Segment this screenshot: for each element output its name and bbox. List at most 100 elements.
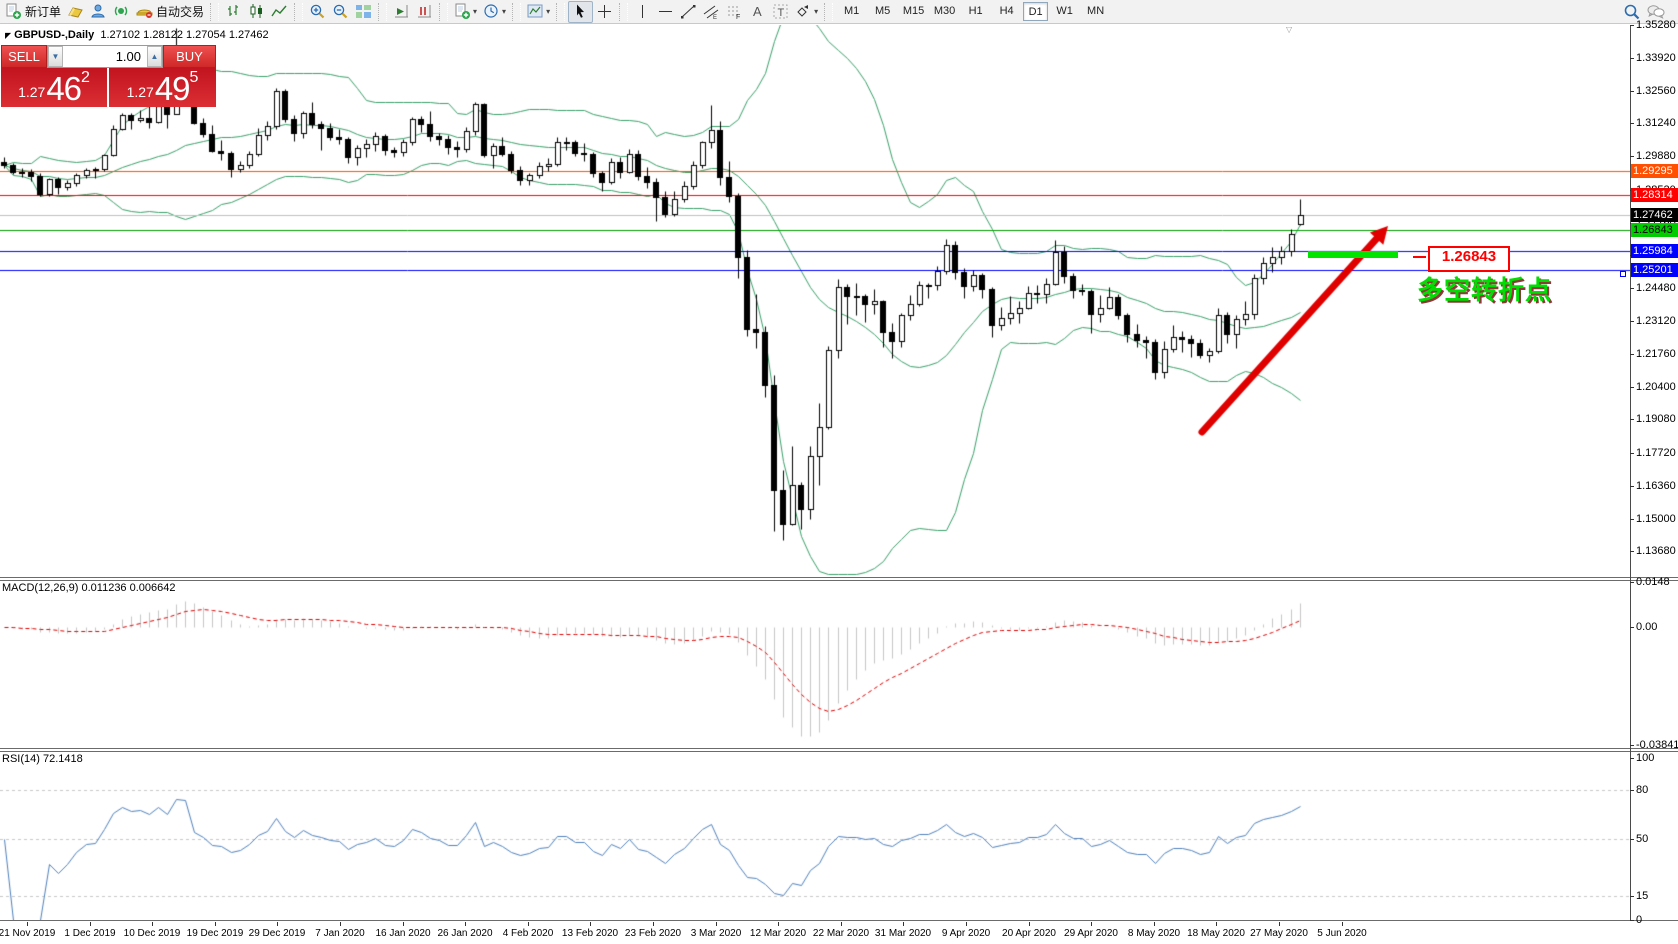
shapes-button[interactable]: ▾ — [792, 1, 821, 23]
fibo-button[interactable]: F — [723, 1, 746, 23]
time-axis-tick — [903, 922, 904, 926]
channel-button[interactable]: E — [700, 1, 723, 23]
chevron-down-icon[interactable]: ▾ — [546, 7, 551, 16]
line-chart-button[interactable] — [268, 1, 291, 23]
candles-icon — [248, 3, 265, 20]
indicators-button[interactable]: ▾ — [451, 1, 480, 23]
date-label: 4 Feb 2020 — [502, 928, 554, 939]
date-label: 16 Jan 2020 — [375, 928, 431, 939]
cursor-button[interactable] — [568, 0, 594, 23]
zoom-in-icon — [309, 3, 326, 20]
volume-value[interactable]: 1.00 — [115, 49, 141, 64]
date-label: 13 Feb 2020 — [561, 928, 619, 939]
timeframe-m15-button[interactable]: M15 — [902, 5, 925, 17]
time-axis-tick — [778, 922, 779, 926]
timeframe-m1-button[interactable]: M1 — [843, 5, 860, 17]
timeframe-h4-button[interactable]: H4 — [999, 5, 1014, 17]
timeframe-m5-button[interactable]: M5 — [874, 5, 891, 17]
chevron-down-icon[interactable]: ▾ — [473, 7, 478, 16]
rsi-axis-tick — [1630, 758, 1634, 759]
macd-axis-label: 0.00 — [1636, 621, 1658, 633]
text-button[interactable]: A — [746, 1, 769, 23]
rsi-axis-tick — [1630, 839, 1634, 840]
zoom-in-button[interactable] — [306, 1, 329, 23]
shift-icon — [416, 3, 433, 20]
time-axis-tick — [841, 922, 842, 926]
volume-decrease-button[interactable]: ▼ — [48, 46, 63, 67]
svg-text:E: E — [713, 15, 717, 20]
bars-icon — [225, 3, 242, 20]
gold-icon — [67, 3, 84, 20]
tile-windows-button[interactable] — [352, 1, 375, 23]
buy-button[interactable]: BUY — [163, 45, 216, 68]
line-selection-handle[interactable] — [1620, 271, 1626, 277]
trendline-button[interactable] — [677, 1, 700, 23]
sell-button[interactable]: SELL — [1, 45, 47, 68]
chart-shift-marker[interactable]: ▽ — [1286, 25, 1293, 34]
time-axis-tick — [1342, 922, 1343, 926]
trend-icon — [680, 3, 697, 20]
timeframe-mn-button[interactable]: MN — [1087, 5, 1105, 17]
panel-separator[interactable] — [0, 751, 1678, 752]
community-button[interactable] — [87, 1, 110, 23]
level-price-label-object[interactable]: 1.26843 — [1428, 246, 1510, 272]
signals-button[interactable] — [110, 1, 133, 23]
turning-point-text-object[interactable]: 多空转折点 — [1417, 275, 1553, 305]
volume-stepper[interactable]: ▼ 1.00 ▲ — [47, 45, 163, 68]
templates-button[interactable]: ▾ — [524, 1, 553, 23]
hat-icon — [136, 3, 153, 20]
search-icon[interactable] — [1620, 1, 1644, 23]
chart-shift-button[interactable] — [413, 1, 436, 23]
price-axis-tick — [1630, 91, 1634, 92]
autotrading-button[interactable]: 自动交易 — [133, 1, 207, 23]
panel-separator[interactable] — [0, 748, 1678, 749]
svg-text:F: F — [736, 14, 740, 20]
price-axis-tick-label: 1.31240 — [1636, 117, 1676, 129]
buy-price[interactable]: 1.27 49 5 — [109, 68, 216, 107]
timeframe-h1-button[interactable]: H1 — [968, 5, 983, 17]
ohlc-values: 1.27102 1.28122 1.27054 1.27462 — [100, 29, 269, 41]
periods-button[interactable]: ▾ — [480, 1, 509, 23]
zoom-out-button[interactable] — [329, 1, 352, 23]
auto-scroll-button[interactable] — [390, 1, 413, 23]
macd-axis-tick — [1630, 745, 1634, 746]
hline-icon — [657, 3, 674, 20]
level-axis-label-1.26843: 1.26843 — [1631, 223, 1678, 237]
bars-chart-button[interactable] — [222, 1, 245, 23]
rsi-label: RSI(14) 72.1418 — [2, 753, 83, 765]
instruments-button[interactable] — [64, 1, 87, 23]
candles-chart-button[interactable] — [245, 1, 268, 23]
timeframe-m30-button[interactable]: M30 — [933, 5, 956, 17]
label-button[interactable]: T — [769, 1, 792, 23]
highlight-bar-object[interactable] — [1308, 251, 1398, 258]
new-order-button[interactable]: 新订单 — [2, 1, 64, 23]
time-axis-tick — [215, 922, 216, 926]
chat-icon[interactable] — [1644, 1, 1668, 23]
macd-axis-label: -0.038415 — [1636, 739, 1678, 751]
macd-canvas[interactable] — [0, 581, 1630, 748]
panel-separator[interactable] — [0, 577, 1678, 578]
panel-separator[interactable] — [0, 580, 1678, 581]
clock-icon — [483, 3, 500, 20]
chart-window: ◤ GBPUSD-,Daily 1.27102 1.28122 1.27054 1… — [0, 19, 1678, 944]
volume-increase-button[interactable]: ▲ — [147, 46, 162, 67]
crosshair-button[interactable] — [593, 1, 616, 23]
person-blue-icon — [90, 3, 107, 20]
timeframe-d1-button[interactable]: D1 — [1023, 2, 1049, 21]
date-label: 19 Dec 2019 — [186, 928, 244, 939]
sell-price[interactable]: 1.27 46 2 — [1, 68, 107, 107]
main-chart-canvas[interactable] — [0, 25, 1630, 577]
price-axis-tick — [1630, 288, 1634, 289]
toolbar-separator — [556, 2, 566, 21]
chevron-down-icon[interactable]: ▾ — [502, 7, 507, 16]
date-label: 20 Apr 2020 — [1002, 928, 1056, 939]
price-axis-tick-label: 1.15000 — [1636, 513, 1676, 525]
price-axis-tick-label: 1.16360 — [1636, 480, 1676, 492]
time-axis-tick — [1279, 922, 1280, 926]
hline-button[interactable] — [654, 1, 677, 23]
rsi-canvas[interactable] — [0, 752, 1630, 921]
toolbar-separator — [512, 2, 522, 21]
chevron-down-icon[interactable]: ▾ — [814, 7, 819, 16]
timeframe-w1-button[interactable]: W1 — [1056, 5, 1073, 17]
vline-button[interactable] — [631, 1, 654, 23]
